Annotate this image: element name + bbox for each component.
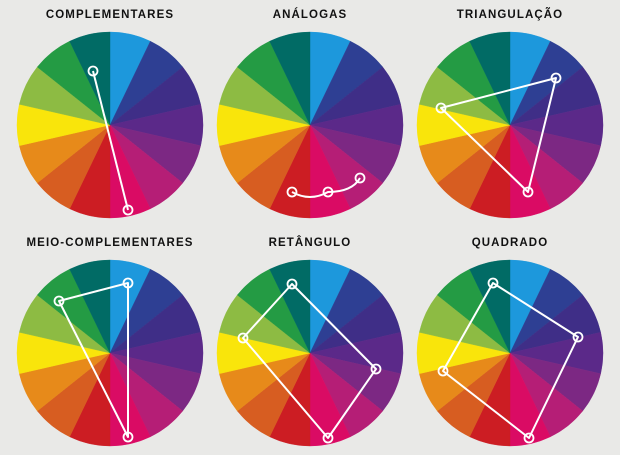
panel-title: COMPLEMENTARES bbox=[45, 9, 175, 21]
panel-title: QUADRADO bbox=[471, 237, 549, 249]
color-wheel bbox=[416, 259, 604, 447]
harmony-marker bbox=[286, 186, 298, 198]
harmony-marker bbox=[437, 365, 449, 377]
color-wheel bbox=[16, 259, 204, 447]
harmony-connector bbox=[442, 282, 579, 439]
color-wheel bbox=[216, 31, 404, 219]
harmony-marker bbox=[435, 102, 447, 114]
harmony-marker bbox=[237, 332, 249, 344]
panel-analogas: ANÁLOGAS bbox=[210, 0, 410, 225]
harmony-marker bbox=[522, 186, 534, 198]
harmony-marker bbox=[370, 363, 382, 375]
wheel-segment bbox=[69, 259, 111, 354]
harmony-connector bbox=[92, 70, 129, 211]
harmony-connector bbox=[242, 283, 377, 439]
harmony-marker bbox=[523, 432, 535, 444]
panel-quadrado: QUADRADO bbox=[410, 228, 610, 453]
harmony-marker bbox=[572, 331, 584, 343]
harmony-marker bbox=[322, 432, 334, 444]
color-wheel bbox=[416, 31, 604, 219]
harmony-connector bbox=[58, 282, 129, 438]
wheel-segment bbox=[469, 259, 511, 354]
harmony-marker bbox=[122, 277, 134, 289]
harmony-marker bbox=[550, 72, 562, 84]
harmony-marker bbox=[87, 65, 99, 77]
panel-title: RETÂNGULO bbox=[268, 237, 352, 249]
panel-retangulo: RETÂNGULO bbox=[210, 228, 410, 453]
panel-triangulacao: TRIANGULAÇÃO bbox=[410, 0, 610, 225]
panel-title: MEIO-COMPLEMENTARES bbox=[26, 237, 194, 249]
harmony-marker bbox=[487, 277, 499, 289]
color-wheel bbox=[216, 259, 404, 447]
wheel-segment bbox=[269, 259, 311, 354]
panel-title: TRIANGULAÇÃO bbox=[456, 9, 564, 21]
harmony-marker bbox=[122, 431, 134, 443]
harmony-marker bbox=[122, 204, 134, 216]
wheel-segment bbox=[469, 31, 511, 126]
wheel-segment bbox=[269, 31, 311, 126]
harmony-marker bbox=[322, 186, 334, 198]
harmony-marker bbox=[286, 278, 298, 290]
panel-title: ANÁLOGAS bbox=[272, 9, 348, 21]
panel-meio-complementares: MEIO-COMPLEMENTARES bbox=[10, 228, 210, 453]
harmony-connector bbox=[440, 77, 557, 193]
harmony-marker bbox=[53, 295, 65, 307]
color-wheel bbox=[16, 31, 204, 219]
harmony-connector bbox=[291, 177, 361, 198]
harmony-marker bbox=[354, 172, 366, 184]
panel-complementares: COMPLEMENTARES bbox=[10, 0, 210, 225]
